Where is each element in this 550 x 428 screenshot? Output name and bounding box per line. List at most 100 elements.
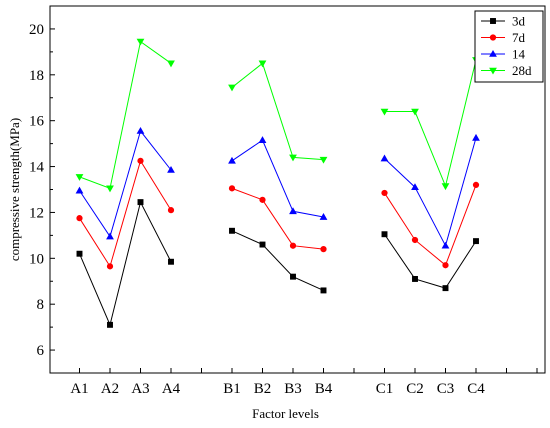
series-line — [79, 159, 172, 268]
data-point — [259, 241, 266, 248]
data-point — [472, 181, 480, 189]
data-point — [229, 227, 235, 234]
y-tick-label: 18 — [29, 68, 44, 84]
data-point — [137, 199, 144, 206]
data-point — [228, 156, 236, 164]
data-point — [228, 84, 236, 92]
data-point — [441, 241, 450, 249]
plot-border — [49, 5, 546, 374]
y-tick-label: 20 — [29, 22, 44, 38]
data-point — [320, 246, 327, 253]
legend-item: 7d — [481, 30, 526, 45]
series-line — [384, 59, 477, 188]
x-axis: A1 A2 A3 A4 B1 B2 B3 B4 C1 C2 C3 C4 — [70, 368, 538, 397]
y-axis: 6 8 10 12 14 16 18 20 — [29, 5, 55, 374]
data-point — [106, 185, 114, 193]
series-28d — [75, 38, 480, 193]
legend-marker — [489, 67, 497, 75]
x-axis-title: Factor levels — [252, 406, 319, 421]
data-point — [441, 183, 450, 191]
data-point — [106, 232, 114, 240]
data-point — [167, 60, 175, 68]
series-line — [231, 62, 324, 161]
x-tick-label: C3 — [437, 381, 455, 397]
series-line — [384, 184, 477, 267]
data-point — [107, 321, 113, 328]
data-point — [289, 154, 297, 162]
x-tick-label: A3 — [131, 381, 149, 397]
data-point — [106, 263, 114, 270]
legend-item: 14 — [481, 47, 526, 62]
series-14 — [75, 127, 480, 249]
x-tick-label: B4 — [315, 381, 333, 397]
data-point — [258, 60, 267, 68]
data-point — [258, 136, 267, 143]
y-tick-label: 8 — [37, 297, 45, 313]
series-layer — [75, 38, 480, 328]
series-line — [384, 233, 477, 289]
legend-label: 7d — [512, 30, 526, 45]
x-tick-label: B1 — [223, 381, 241, 397]
data-point — [380, 108, 389, 116]
x-tick-label: B3 — [284, 381, 302, 397]
data-point — [259, 196, 266, 203]
data-point — [289, 242, 297, 249]
legend-marker — [489, 34, 497, 41]
data-point — [411, 236, 419, 244]
x-tick-label: C4 — [467, 381, 485, 397]
data-point — [411, 183, 419, 191]
y-tick-label: 12 — [29, 205, 44, 221]
series-line — [79, 40, 172, 190]
data-point — [136, 127, 145, 134]
legend-label: 28d — [512, 63, 532, 78]
data-point — [442, 285, 449, 292]
data-point — [319, 213, 328, 220]
data-point — [76, 215, 83, 222]
y-tick-label: 14 — [29, 160, 45, 176]
data-point — [381, 231, 388, 238]
legend-item: 28d — [481, 63, 532, 78]
data-point — [167, 165, 175, 173]
data-point — [442, 262, 449, 269]
data-point — [381, 189, 388, 197]
data-point — [137, 157, 144, 164]
data-point — [75, 186, 84, 194]
y-axis-title: compressive strength(MPa) — [7, 118, 22, 261]
legend-marker — [490, 18, 496, 24]
series-line — [231, 139, 324, 218]
data-point — [473, 238, 479, 245]
series-line — [79, 200, 172, 327]
data-point — [289, 207, 297, 215]
series-7d — [76, 157, 480, 270]
x-tick-label: C1 — [376, 381, 394, 397]
plot-area — [49, 5, 546, 374]
data-point — [472, 133, 480, 141]
data-point — [76, 250, 83, 257]
x-tick-label: A1 — [70, 381, 88, 397]
y-tick-label: 10 — [29, 251, 44, 267]
series-line — [231, 187, 324, 250]
x-tick-label: A2 — [101, 381, 119, 397]
data-point — [319, 156, 328, 164]
y-tick-label: 16 — [29, 114, 45, 130]
data-point — [411, 108, 419, 116]
x-tick-label: C2 — [406, 381, 424, 397]
y-tick-label: 6 — [37, 343, 45, 359]
data-point — [167, 207, 175, 214]
data-point — [136, 38, 145, 46]
data-point — [75, 174, 84, 181]
legend-item: 3d — [481, 14, 526, 29]
data-point — [228, 185, 236, 192]
series-line — [384, 137, 477, 248]
data-point — [320, 287, 327, 294]
series-line — [231, 230, 324, 291]
legend-box — [474, 10, 544, 83]
x-tick-label: B2 — [254, 381, 272, 397]
legend-marker — [489, 49, 497, 57]
data-point — [380, 154, 389, 162]
legend-label: 14 — [512, 47, 526, 62]
series-3d — [76, 199, 479, 328]
legend-label: 3d — [512, 14, 526, 29]
